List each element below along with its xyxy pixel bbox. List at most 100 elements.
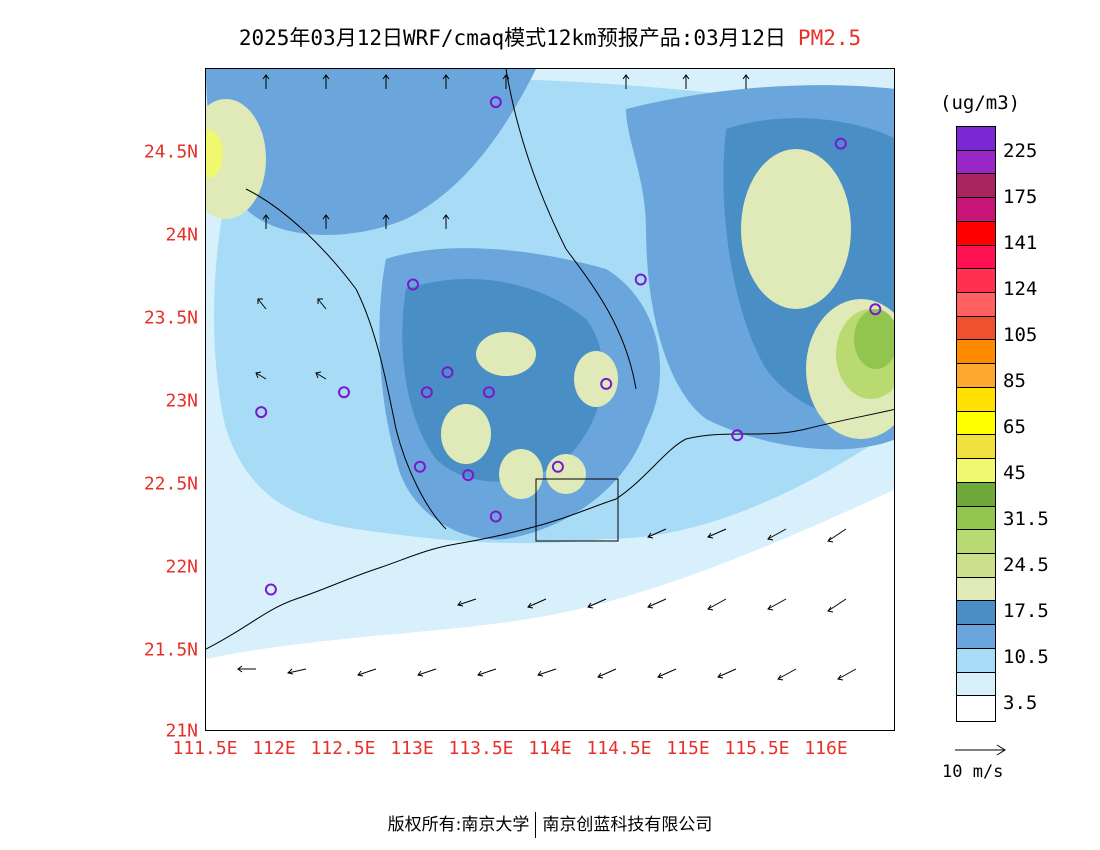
title-pollutant: PM2.5 — [797, 26, 862, 50]
colorbar-segment — [957, 648, 995, 673]
colorbar-segment — [957, 672, 995, 697]
field-lightgreen-c4 — [499, 449, 543, 499]
x-tick-115.5: 115.5E — [724, 738, 790, 759]
colorbar-segment — [957, 340, 995, 365]
colorbar-segment — [957, 387, 995, 412]
chart-title: 2025年03月12日WRF/cmaq模式12km预报产品:03月12日 PM2.… — [0, 22, 1100, 52]
x-tick-112.5: 112.5E — [310, 738, 376, 759]
x-tick-111.5: 111.5E — [172, 738, 238, 759]
circle-marker-icon — [482, 386, 495, 399]
legend-units: (ug/m3) — [940, 92, 1021, 114]
legend-label-65: 65 — [1003, 416, 1026, 438]
colorbar-segment — [957, 316, 995, 341]
colorbar-segment — [957, 174, 995, 199]
colorbar-segment — [957, 435, 995, 460]
field-lightgreen-nw — [206, 99, 266, 219]
circle-marker-icon — [441, 366, 454, 379]
coastline — [206, 408, 894, 650]
province-boundary — [245, 188, 447, 530]
footer-credits: 版权所有:南京大学 南京创蓝科技有限公司 — [0, 810, 1100, 838]
x-tick-116: 116E — [804, 738, 848, 759]
field-yellow-nw — [206, 130, 223, 178]
station-markers — [255, 96, 882, 596]
colorbar-segment — [957, 221, 995, 246]
circle-marker-icon — [264, 583, 277, 596]
legend-label-3.5: 3.5 — [1003, 692, 1038, 714]
province-boundary-2 — [505, 69, 637, 390]
legend-label-31.5: 31.5 — [1003, 508, 1049, 530]
field-sea-band — [206, 464, 894, 659]
y-tick-21: 21N — [165, 720, 198, 742]
colorbar-segment — [957, 293, 995, 317]
x-tick-113.5: 113.5E — [448, 738, 514, 759]
hongkong-box — [535, 478, 619, 542]
colorbar-segment — [957, 506, 995, 531]
colorbar-segment — [957, 245, 995, 270]
legend-label-141: 141 — [1003, 232, 1038, 254]
circle-marker-icon — [869, 303, 882, 316]
y-tick-22: 22N — [165, 556, 198, 578]
circle-marker-icon — [634, 273, 647, 286]
circle-marker-icon — [462, 469, 475, 482]
y-tick-21.5: 21.5N — [143, 639, 198, 661]
circle-marker-icon — [600, 377, 613, 390]
colorbar-segment — [957, 459, 995, 483]
circle-marker-icon — [489, 96, 502, 109]
legend-label-175: 175 — [1003, 186, 1038, 208]
circle-marker-icon — [834, 137, 847, 150]
x-tick-115: 115E — [666, 738, 710, 759]
circle-marker-icon — [731, 429, 744, 442]
field-lightgreen-c3 — [441, 404, 491, 464]
footer-divider — [535, 812, 537, 838]
colorbar-segment — [957, 127, 995, 151]
y-tick-22.5: 22.5N — [143, 473, 198, 495]
circle-marker-icon — [338, 386, 350, 399]
title-main: 2025年03月12日WRF/cmaq模式12km预报产品:03月12日 — [238, 26, 786, 50]
wind-arrows — [237, 74, 857, 681]
x-tick-113: 113E — [390, 738, 434, 759]
colorbar — [956, 126, 996, 722]
field-sea — [206, 479, 894, 730]
colorbar-segment — [957, 269, 995, 294]
circle-marker-icon — [489, 510, 502, 523]
field-lightgreen-c2 — [574, 351, 618, 407]
circle-marker-icon — [407, 278, 419, 291]
circle-marker-icon — [413, 460, 426, 473]
field-lightgreen-c1 — [476, 332, 536, 376]
colorbar-segment — [957, 411, 995, 436]
colorbar-segment — [957, 150, 995, 175]
x-tick-112: 112E — [252, 738, 296, 759]
legend-label-124: 124 — [1003, 278, 1038, 300]
colorbar-segment — [957, 530, 995, 554]
y-tick-23.5: 23.5N — [143, 307, 198, 329]
colorbar-segment — [957, 625, 995, 649]
colorbar-segment — [957, 577, 995, 602]
reference-vector-arrow — [955, 744, 1006, 756]
y-tick-24.5: 24.5N — [143, 141, 198, 163]
reference-vector-label: 10 m/s — [942, 762, 1004, 782]
x-tick-114: 114E — [528, 738, 572, 759]
legend-label-24.5: 24.5 — [1003, 554, 1049, 576]
colorbar-segment — [957, 601, 995, 626]
x-tick-114.5: 114.5E — [586, 738, 652, 759]
circle-marker-icon — [551, 460, 564, 473]
legend-label-85: 85 — [1003, 370, 1026, 392]
legend-label-105: 105 — [1003, 324, 1038, 346]
field-lightgreen-c5 — [546, 454, 586, 494]
map-field — [206, 69, 894, 730]
colorbar-segment — [957, 198, 995, 222]
footer-left: 版权所有:南京大学 — [387, 815, 530, 835]
legend-label-225: 225 — [1003, 140, 1038, 162]
circle-marker-icon — [255, 406, 268, 419]
map-panel — [205, 68, 895, 731]
colorbar-segment — [957, 482, 995, 507]
colorbar-segment — [957, 553, 995, 578]
field-lightgreen-ne — [741, 149, 851, 309]
legend-label-17.5: 17.5 — [1003, 600, 1049, 622]
colorbar-segment — [957, 364, 995, 388]
legend-label-10.5: 10.5 — [1003, 646, 1049, 668]
colorbar-segment — [957, 696, 995, 720]
field-midblue-west — [206, 69, 536, 236]
circle-marker-icon — [420, 386, 433, 399]
legend-label-45: 45 — [1003, 462, 1026, 484]
